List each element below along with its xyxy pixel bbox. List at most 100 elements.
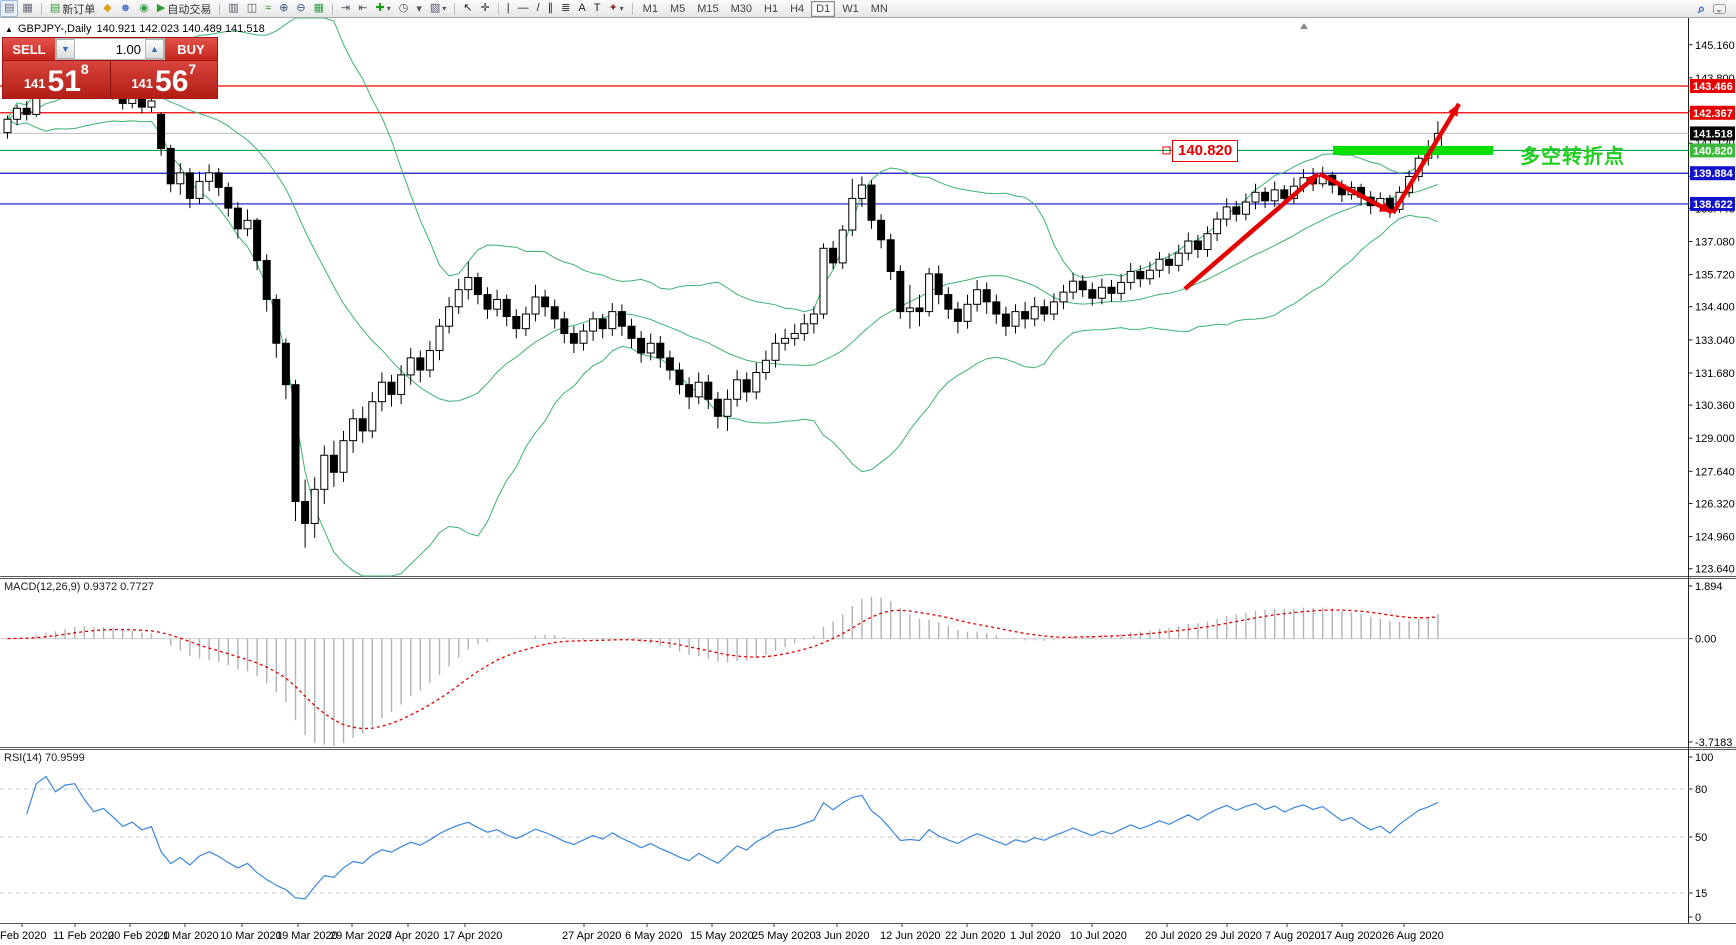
- chart-element: [22, 107, 31, 115]
- bar-chart-icon[interactable]: ▥: [224, 0, 242, 17]
- text-icon[interactable]: A: [574, 0, 589, 17]
- timeframe-h1[interactable]: H1: [764, 2, 779, 15]
- text-label-icon: T: [593, 2, 601, 14]
- candlestick-chart-icon[interactable]: ◫: [243, 0, 261, 17]
- timeframe-h4[interactable]: H4: [790, 2, 805, 15]
- buy-price-display[interactable]: 141 56 7: [110, 61, 217, 99]
- profiles-icon[interactable]: ▦: [18, 0, 36, 17]
- timeframe-m15[interactable]: M15: [697, 2, 719, 15]
- chart-element: 138.622: [1693, 199, 1733, 211]
- chart-element: [1021, 311, 1030, 320]
- chart-element: [473, 277, 482, 296]
- chart-element: [617, 311, 626, 327]
- chart-element: [1690, 196, 1735, 211]
- chart-element: [7, 17, 1439, 313]
- timeframe-m5[interactable]: M5: [669, 2, 686, 15]
- timeframe-mn[interactable]: MN: [870, 2, 888, 15]
- tile-windows-icon[interactable]: ▦: [310, 0, 328, 17]
- chart-element: [185, 172, 194, 199]
- chart-element: [646, 342, 655, 354]
- tile-windows-icon: ▦: [313, 2, 325, 14]
- new-order-button[interactable]: ▤ 新订单: [46, 0, 99, 17]
- metaeditor-icon: ◆: [103, 2, 112, 14]
- chart-element: 141.518: [1693, 128, 1733, 140]
- sell-price-display[interactable]: 141 51 8: [3, 61, 111, 99]
- chart-element: [1040, 306, 1049, 315]
- chart-shift-marker[interactable]: [1300, 19, 1308, 29]
- signals-icon[interactable]: ◉: [135, 0, 153, 17]
- crosshair-icon[interactable]: ✛: [477, 0, 494, 17]
- text-label-icon[interactable]: T: [590, 0, 605, 17]
- chart-element: [685, 384, 694, 398]
- chart-element: 7 Apr 2020: [386, 930, 439, 942]
- chart-element: [243, 219, 252, 230]
- chart-element: 12 Jun 2020: [880, 930, 941, 942]
- horizontal-line-icon[interactable]: —: [514, 0, 533, 17]
- buy-button[interactable]: BUY: [165, 38, 217, 60]
- chart-element: [454, 289, 463, 308]
- horizontal-line-icon: —: [517, 2, 529, 14]
- autotrading-button[interactable]: ▶ 自动交易: [153, 0, 215, 17]
- chart-element: [214, 172, 223, 188]
- search-icon[interactable]: ⌕: [1697, 0, 1705, 16]
- new-order-button-label: 新订单: [62, 3, 96, 16]
- chart-element: [723, 398, 732, 417]
- chart-element: [502, 298, 511, 317]
- indicators-icon[interactable]: ✚ ▾: [371, 0, 394, 17]
- templates-icon-caret[interactable]: ▾: [442, 4, 447, 13]
- sell-button[interactable]: SELL: [3, 38, 55, 60]
- chart-element: 6 May 2020: [625, 930, 682, 942]
- buy-price-prefix: 141: [131, 76, 154, 91]
- collapse-triangle-icon[interactable]: ▲: [5, 24, 13, 34]
- auto-scroll-icon[interactable]: ⇥: [337, 0, 354, 17]
- chart-element: [377, 381, 386, 403]
- chart-element: [349, 418, 358, 442]
- annotation-text[interactable]: 多空转折点: [1520, 146, 1625, 168]
- equidistant-channel-icon[interactable]: ∥: [544, 0, 558, 17]
- zoom-out-icon[interactable]: ⊖: [292, 0, 309, 17]
- metaeditor-icon[interactable]: ◆: [99, 0, 115, 17]
- periods-caret[interactable]: ▾: [416, 3, 422, 15]
- chart-element: 11 Feb 2020: [53, 930, 114, 942]
- vertical-line-icon[interactable]: |: [503, 0, 514, 17]
- zoom-in-icon[interactable]: ⊕: [275, 0, 292, 17]
- volume-down-button[interactable]: ▼: [56, 39, 75, 59]
- toolbar-separator: [40, 2, 42, 15]
- line-chart-icon[interactable]: ≈: [261, 0, 275, 17]
- volume-up-button[interactable]: ▲: [145, 39, 164, 59]
- chart-element: [253, 219, 262, 261]
- chart-element: [1690, 79, 1735, 94]
- chart-element: [973, 289, 982, 305]
- indicators-icon-caret[interactable]: ▾: [386, 4, 391, 13]
- periods-icon[interactable]: ◷: [395, 0, 413, 17]
- price-level-label[interactable]: 140.820: [1172, 140, 1239, 162]
- chart-element: 27 Apr 2020: [562, 930, 621, 942]
- chart-element: [521, 313, 530, 330]
- new-chart-icon[interactable]: ▤: [0, 0, 19, 17]
- volume-input[interactable]: [75, 39, 145, 59]
- templates-icon[interactable]: ▧ ▾: [426, 0, 450, 17]
- chart-element: [281, 342, 290, 386]
- timeframe-d1[interactable]: D1: [811, 0, 836, 17]
- chart-element: [1136, 270, 1145, 280]
- cursor-icon[interactable]: ↖: [459, 0, 476, 17]
- chart-element: 133.040: [1695, 335, 1735, 347]
- chart-element: [1203, 233, 1212, 251]
- chart-element: [541, 296, 550, 308]
- trendline-icon[interactable]: /: [533, 0, 544, 17]
- chat-icon[interactable]: [1709, 0, 1730, 17]
- chart-element: [1155, 258, 1164, 271]
- fibonacci-icon[interactable]: ≣: [557, 0, 574, 17]
- arrows-icon[interactable]: ✦ ▾: [604, 0, 627, 17]
- expert-advisors-icon[interactable]: ☻: [116, 0, 136, 17]
- arrows-icon-caret[interactable]: ▾: [619, 4, 624, 13]
- chart-element: [819, 247, 828, 315]
- timeframe-m30[interactable]: M30: [730, 2, 753, 15]
- timeframe-m1[interactable]: M1: [642, 2, 658, 15]
- chart-element: 19 Mar 2020: [276, 930, 338, 942]
- chart-element: 135.720: [1695, 270, 1735, 282]
- chart-shift-icon[interactable]: ⇤: [354, 0, 371, 17]
- timeframe-w1[interactable]: W1: [842, 2, 859, 15]
